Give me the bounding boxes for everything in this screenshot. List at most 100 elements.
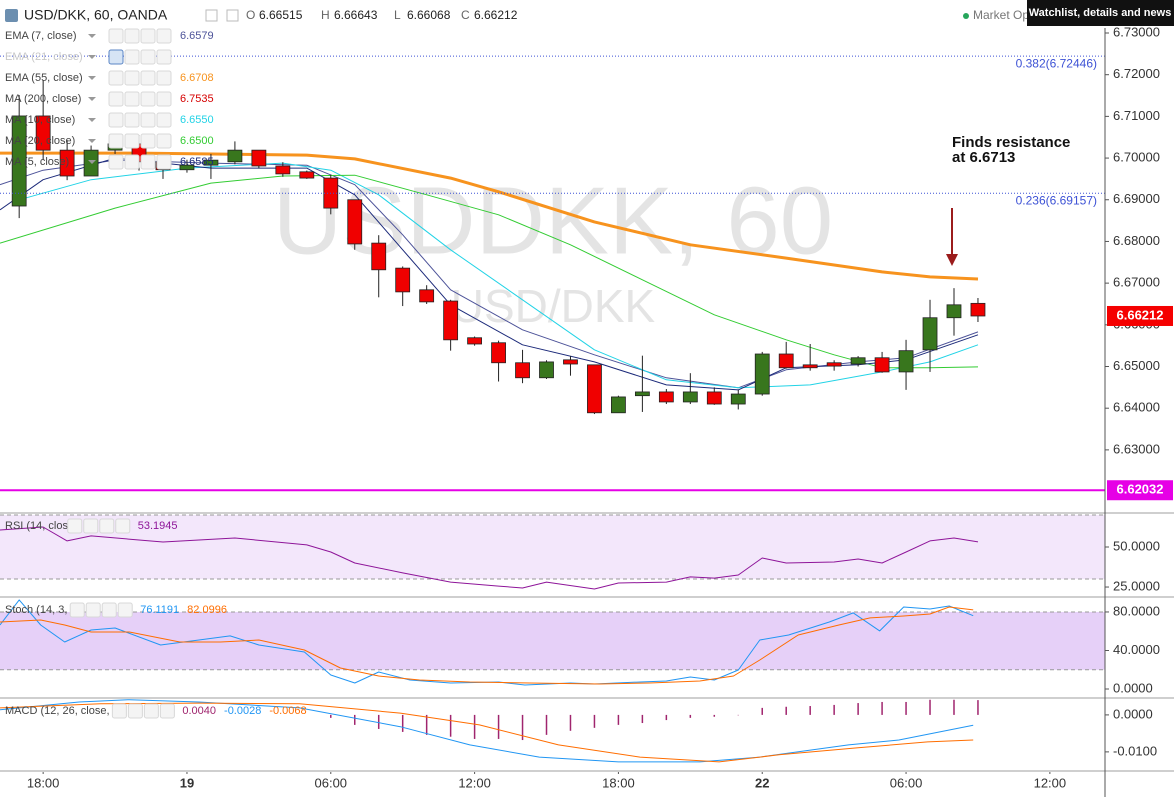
fib-label: 0.236(6.69157) (1016, 193, 1097, 207)
legend-icon (108, 91, 124, 107)
legend-name: MA (5, close) (5, 156, 69, 168)
legend-icon (115, 518, 131, 534)
indicator-line (0, 526, 979, 590)
legend-icon (108, 49, 124, 65)
candle-body (371, 242, 387, 271)
pane-marks (0, 599, 974, 686)
market-status: Market Op (973, 8, 1029, 22)
last-price-label: 6.66212 (1117, 307, 1164, 322)
indicator-value: 0.0040 (182, 705, 216, 717)
legend-icon (124, 154, 140, 170)
candle-body (682, 391, 698, 403)
legend-value: 6.6579 (180, 30, 214, 42)
legend-icon (67, 518, 83, 534)
candle-body (443, 300, 459, 341)
legend-icon (69, 602, 85, 618)
legend-name: MA (10, close) (5, 114, 75, 126)
legend-icon (159, 703, 175, 719)
candle-body (203, 159, 219, 166)
legend-icon (140, 28, 156, 44)
candle-body (59, 149, 75, 177)
indicator-value: -0.0068 (269, 705, 306, 717)
legend-icon (140, 112, 156, 128)
candle-body (419, 289, 435, 303)
x-tick-label: 18:00 (602, 775, 635, 790)
legend-icon (156, 49, 172, 65)
header-icon[interactable] (205, 9, 218, 22)
legend-icon (108, 28, 124, 44)
legend-icon (117, 602, 133, 618)
legend-name: EMA (21, close) (5, 51, 83, 63)
legend-icon (108, 70, 124, 86)
legend-icon (124, 91, 140, 107)
legend-icon (156, 154, 172, 170)
ohlc-value: 6.66515 (259, 8, 303, 22)
pane-marks (0, 80, 986, 415)
x-tick-label: 22 (755, 775, 769, 790)
y-tick-label: 6.65000 (1113, 358, 1160, 373)
legend-value: 6.6550 (180, 114, 214, 126)
watermark-sub: USD/DKK (451, 280, 656, 332)
legend-icon (108, 154, 124, 170)
candle-body (563, 359, 578, 365)
hline-price-label: 6.62032 (1117, 482, 1164, 497)
legend-dropdown (88, 139, 96, 143)
legend-icon (127, 703, 143, 719)
legend-icon (156, 28, 172, 44)
indicator-value: 76.1191 (140, 604, 179, 616)
legend-icon (140, 154, 156, 170)
tooltip-box (1027, 0, 1174, 26)
legend-name: MA (20, close) (5, 135, 75, 147)
y-tick-label: 6.67000 (1113, 275, 1160, 290)
indicator-band (0, 514, 1105, 580)
y-tick-label: 80.0000 (1113, 603, 1160, 618)
legend-icon (140, 91, 156, 107)
legend-icon (85, 602, 101, 618)
hline-price-box (1107, 480, 1173, 501)
y-tick-label: 6.64000 (1113, 400, 1160, 415)
candle-body (826, 362, 842, 367)
candle-body (898, 350, 914, 373)
legend-value: 6.6708 (180, 72, 214, 84)
legend-dropdown (88, 97, 96, 101)
ohlc-value: 6.66643 (334, 8, 378, 22)
ohlc-label: C (461, 8, 470, 22)
header-icon[interactable] (226, 9, 239, 22)
legend-icon (83, 518, 99, 534)
legend-icon (156, 112, 172, 128)
legend-icon (140, 49, 156, 65)
status-dot (963, 13, 969, 19)
candle-body (11, 115, 27, 207)
indicator-title: RSI (14, close) (5, 520, 78, 532)
annotation-text: Finds resistance (952, 134, 1070, 151)
indicator-line (0, 599, 974, 686)
y-tick-label: 6.71000 (1113, 108, 1160, 123)
candle-body (179, 164, 195, 171)
y-tick-label: 6.68000 (1113, 233, 1160, 248)
candle-body (467, 337, 482, 345)
candle-body (778, 353, 794, 369)
pane-marks (0, 526, 979, 590)
y-tick-label: 40.0000 (1113, 642, 1160, 657)
y-tick-label: 6.73000 (1113, 24, 1160, 39)
legend-name: EMA (7, close) (5, 30, 77, 42)
legend-dropdown (88, 34, 96, 38)
ohlc-label: H (321, 8, 330, 22)
legend-icon (140, 133, 156, 149)
legend-icon (156, 133, 172, 149)
legend-icon (124, 133, 140, 149)
candle-body (395, 267, 411, 293)
indicator-line (0, 151, 979, 281)
indicator-value: 82.0996 (187, 604, 227, 616)
watermark: USDDKK, 60 (273, 167, 833, 274)
candle-body (850, 357, 866, 365)
legend-icon (99, 518, 115, 534)
symbol-icon[interactable] (5, 9, 18, 22)
y-tick-label: 6.70000 (1113, 150, 1160, 165)
candle-body (515, 362, 530, 379)
x-tick-label: 18:00 (27, 775, 60, 790)
y-tick-label: 6.63000 (1113, 441, 1160, 456)
legend-dropdown (88, 118, 96, 122)
legend-name: MA (200, close) (5, 93, 81, 105)
y-tick-label: 50.0000 (1113, 538, 1160, 553)
